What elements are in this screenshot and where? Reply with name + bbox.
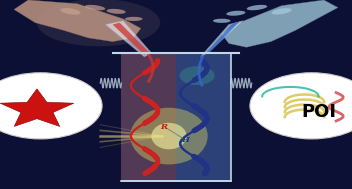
Ellipse shape: [130, 108, 208, 164]
Ellipse shape: [151, 123, 187, 149]
Ellipse shape: [60, 8, 81, 15]
Polygon shape: [121, 53, 176, 181]
Ellipse shape: [85, 5, 105, 10]
Text: R: R: [160, 123, 167, 131]
Ellipse shape: [180, 66, 215, 85]
Text: H: H: [181, 136, 189, 144]
Polygon shape: [176, 53, 231, 181]
Ellipse shape: [247, 5, 267, 10]
Polygon shape: [201, 21, 243, 57]
Ellipse shape: [107, 9, 126, 14]
Ellipse shape: [271, 8, 292, 15]
Polygon shape: [106, 21, 151, 57]
Circle shape: [250, 73, 352, 139]
Polygon shape: [204, 22, 239, 55]
Polygon shape: [14, 0, 141, 42]
Polygon shape: [0, 89, 74, 126]
Polygon shape: [121, 53, 231, 181]
Polygon shape: [113, 23, 148, 55]
Text: POI: POI: [301, 102, 336, 121]
Ellipse shape: [226, 11, 245, 16]
Polygon shape: [222, 0, 338, 47]
Circle shape: [0, 73, 102, 139]
Ellipse shape: [213, 19, 231, 23]
Ellipse shape: [37, 0, 160, 46]
Ellipse shape: [125, 17, 143, 21]
